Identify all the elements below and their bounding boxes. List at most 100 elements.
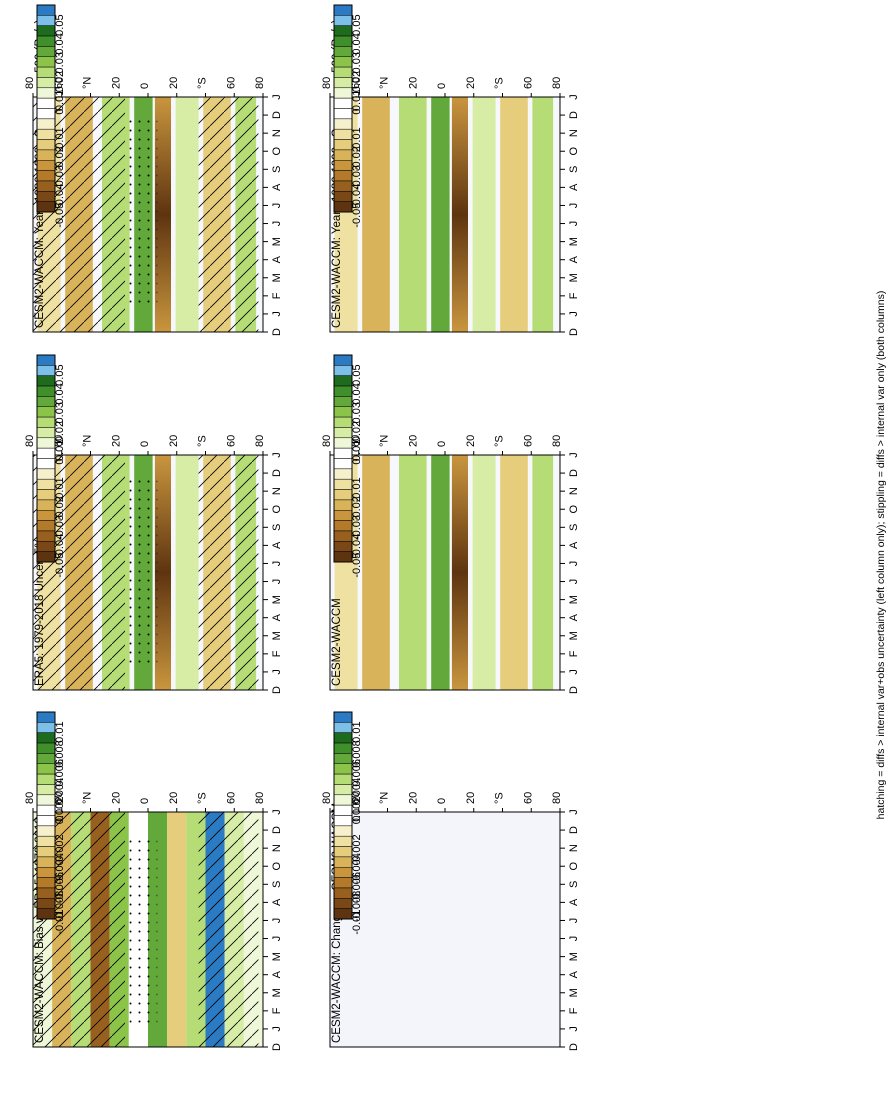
colorbar-frame [333,4,353,213]
colorbar-swatch [333,87,353,99]
colorbar-label: 0.04 [54,383,66,404]
colorbar-swatch [333,354,353,366]
colorbar-swatch [333,25,353,37]
hatching-overlay [198,455,259,690]
colorbar-swatch [333,35,353,47]
colorbar-swatch [36,520,56,532]
colorbar-swatch [36,15,56,26]
x-tick-label: O [271,505,283,514]
colorbar-swatch [36,447,56,459]
colorbar-label: -0.03 [54,165,66,190]
y-tick-label: 20 [110,77,122,89]
colorbar-label: 0 [54,109,66,115]
colorbar-swatch [36,128,56,140]
colorbar-swatch [36,499,56,511]
y-tick-label: 80 [321,435,333,447]
colorbar-label: -0.02 [54,146,66,171]
colorbar-swatch [333,489,353,501]
colorbar-swatch [36,825,56,837]
x-tick-label: M [568,237,580,246]
x-tick-label: M [271,237,283,246]
colorbar-swatch [36,149,56,161]
y-tick-label: 20 [110,435,122,447]
colorbar-swatch [36,742,56,754]
colorbar-swatch [36,510,56,521]
stippling-overlay [129,478,158,667]
colorbar-label: 0.05 [54,364,66,385]
x-tick-label: D [568,686,580,694]
colorbar-label: -0.004 [54,853,66,884]
colorbar-swatch [36,437,56,449]
y-tick-label: °S [494,77,506,89]
x-tick-label: O [568,505,580,514]
colorbar-label: 0 [351,109,363,115]
colorbar-swatch [333,447,353,459]
x-tick-label: D [568,328,580,336]
colorbar-swatch [333,66,353,78]
colorbar-swatch [36,406,56,418]
colorbar-label: -0.03 [351,165,363,190]
y-tick-label: °S [197,77,209,89]
x-tick-label: A [271,255,283,263]
y-tick-label: °N [82,792,94,804]
colorbar-label: -0.006 [54,872,66,903]
x-tick-label: A [568,255,580,263]
colorbar-swatch [333,375,353,387]
y-tick-label: °N [82,77,94,89]
colorbar-swatch [36,201,56,213]
x-tick-label: J [568,203,580,209]
panels-layer: D J F M A M J J A S O N D J 80 60 °N 20 0 20 °S 60 80 CESM2-WAC… [24,4,580,1051]
colorbar-swatch [36,908,56,920]
bias-band [167,812,187,1047]
ascent-band [399,97,427,332]
x-tick-label: D [271,469,283,477]
y-tick-label: °S [494,792,506,804]
colorbar-label: 0.01 [54,721,66,742]
stippling-overlay [129,835,158,1024]
x-tick-label: M [271,988,283,997]
colorbar-swatch [36,835,56,847]
x-tick-label: N [568,487,580,495]
x-tick-label: O [271,862,283,871]
colorbar-swatch [36,396,56,407]
colorbar-swatch [36,530,56,542]
colorbar-swatch [333,722,353,733]
southern-ascent-band [472,455,496,690]
x-tick-label: A [568,970,580,978]
x-tick-label: J [271,809,283,815]
colorbar-swatch [36,56,56,68]
colorbar-swatch [36,46,56,58]
colorbar-swatch [333,108,353,120]
x-tick-label: D [568,826,580,834]
colorbar-left-bottom: 0.010.0080.0060.0040.0020-0.002-0.004-0.… [36,711,66,935]
colorbar-swatch [333,149,353,161]
x-tick-label: N [568,844,580,852]
x-tick-label: M [271,631,283,640]
panel-left-middle: D J F M A M J J A S O N D J 80 60 °N 20 0 20 °S 60 80 ERA5: 197… [24,435,283,694]
colorbar-swatch [333,773,353,785]
colorbar-swatch [333,551,353,563]
colorbar-label: 0.05 [351,364,363,385]
y-tick-label: 80 [254,792,266,804]
colorbar-swatch [333,180,353,192]
y-tick-label: 80 [24,77,36,89]
colorbar-swatch [333,835,353,847]
ascent-core [431,455,450,690]
colorbar-label: -0.03 [351,515,363,540]
x-tick-label: A [568,613,580,621]
x-tick-label: S [271,881,283,888]
colorbar-label: 0.01 [351,440,363,461]
y-tick-label: 60 [350,792,362,804]
x-tick-label: F [271,292,283,299]
x-tick-label: F [271,1007,283,1014]
y-tick-label: 80 [551,792,563,804]
y-tick-label: 20 [407,435,419,447]
colorbar-label: 0 [54,816,66,822]
y-tick-label: °S [197,792,209,804]
x-tick-label: J [271,561,283,567]
colorbar-label: 0.006 [54,759,66,787]
colorbar-swatch [36,887,56,899]
x-tick-label: J [271,203,283,209]
y-tick-label: 60 [53,435,65,447]
southern-ascent-band-2 [532,97,554,332]
